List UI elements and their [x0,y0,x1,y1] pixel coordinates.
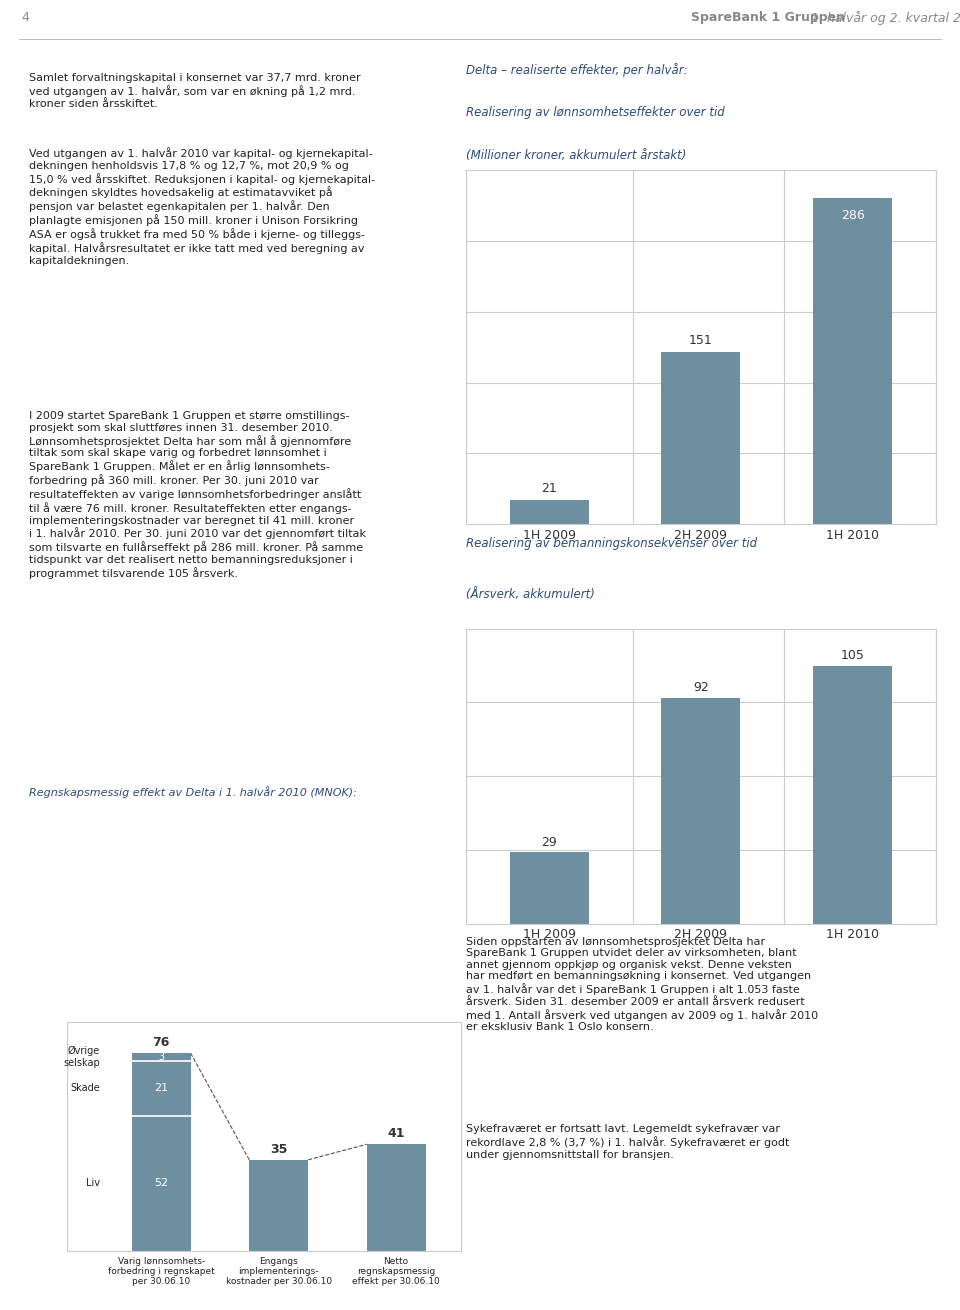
Text: 286: 286 [841,210,864,223]
Text: Ved utgangen av 1. halvår 2010 var kapital- og kjernekapital-
dekningen henholds: Ved utgangen av 1. halvår 2010 var kapit… [29,147,375,266]
Text: Realisering av bemanningskonsekvenser over tid: Realisering av bemanningskonsekvenser ov… [466,537,756,550]
Text: 1. halvår og 2. kvartal 2010: 1. halvår og 2. kvartal 2010 [811,10,960,25]
Text: 76: 76 [153,1036,170,1049]
Text: 35: 35 [270,1142,287,1155]
Bar [132,1116,191,1251]
Text: Liv: Liv [86,1178,100,1188]
Text: 4: 4 [21,12,29,24]
Bar [132,1053,191,1061]
Text: (Millioner kroner, akkumulert årstakt): (Millioner kroner, akkumulert årstakt) [466,149,686,162]
Text: Realisering av lønnsomhetseffekter over tid: Realisering av lønnsomhetseffekter over … [466,106,725,119]
Text: 21: 21 [155,1083,168,1094]
Text: 151: 151 [689,334,712,347]
Text: Delta – realiserte effekter, per halvår:: Delta – realiserte effekter, per halvår: [466,63,687,77]
Bar [132,1061,191,1116]
Bar [813,665,892,924]
Text: Regnskapsmessig effekt av Delta i 1. halvår 2010 (MNOK):: Regnskapsmessig effekt av Delta i 1. hal… [29,786,357,798]
Bar [813,198,892,524]
Text: 105: 105 [841,648,864,662]
Bar [661,351,740,524]
Text: (Årsverk, akkumulert): (Årsverk, akkumulert) [466,588,594,601]
Text: 29: 29 [541,836,557,849]
Text: 92: 92 [693,681,708,694]
Text: I 2009 startet SpareBank 1 Gruppen et større omstillings-
prosjekt som skal slut: I 2009 startet SpareBank 1 Gruppen et st… [29,411,366,579]
Text: Øvrige
selskap: Øvrige selskap [63,1047,100,1068]
Bar [250,1159,308,1251]
Text: Samlet forvaltningskapital i konsernet var 37,7 mrd. kroner
ved utgangen av 1. h: Samlet forvaltningskapital i konsernet v… [29,73,360,109]
Text: SpareBank 1 Gruppen: SpareBank 1 Gruppen [691,12,850,24]
Text: Sykefraværet er fortsatt lavt. Legemeldt sykefravær var
rekordlave 2,8 % (3,7 %): Sykefraværet er fortsatt lavt. Legemeldt… [466,1124,789,1159]
Text: Skade: Skade [70,1083,100,1094]
Text: 52: 52 [155,1178,168,1188]
Bar [367,1144,425,1251]
Bar [510,500,588,524]
Text: 21: 21 [541,482,557,495]
Text: 41: 41 [388,1128,405,1140]
Bar [661,697,740,924]
Text: 3: 3 [158,1052,164,1062]
Text: Siden oppstarten av lønnsomhetsprosjektet Delta har
SpareBank 1 Gruppen utvidet : Siden oppstarten av lønnsomhetsprosjekte… [466,937,818,1032]
Bar [510,853,588,924]
